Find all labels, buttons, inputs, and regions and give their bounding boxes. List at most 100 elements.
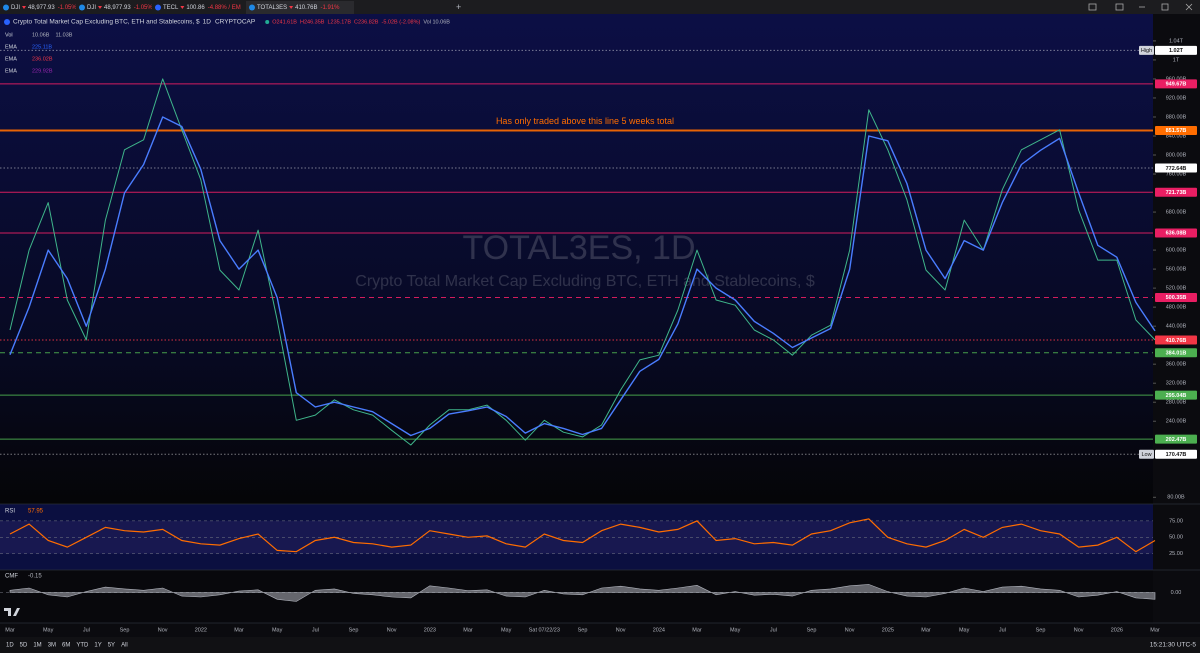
x-tick-label: Nov: [845, 627, 855, 633]
x-tick-label: May: [272, 627, 283, 633]
range-button[interactable]: 1D: [6, 643, 14, 649]
cmf-tick-label: 0.00: [1171, 590, 1182, 596]
y-tick-label: 800.00B: [1166, 152, 1187, 158]
y-tick-label: 560.00B: [1166, 267, 1187, 273]
tag-box: [1139, 45, 1154, 55]
symbol-icon: [4, 19, 10, 25]
y-tick-label: 920.00B: [1166, 95, 1187, 101]
range-button[interactable]: 5D: [20, 643, 28, 649]
price-tag-label: 410.76B: [1166, 338, 1187, 344]
tab-symbol: DJI: [11, 5, 20, 11]
down-arrow: [22, 6, 26, 9]
rsi-line: [9, 518, 1156, 553]
tab-change: -1.05% / 41: [134, 5, 165, 11]
y-tick-label: 80.00B: [1167, 495, 1185, 501]
price-tag-label: 384.01B: [1166, 351, 1187, 357]
y-tick-label: 1T: [1173, 57, 1180, 63]
y-tick-label: 840.00B: [1166, 133, 1187, 139]
x-tick-label: Sep: [349, 627, 359, 633]
x-tick-label: Jul: [999, 627, 1006, 633]
price-tag-label: 772.64B: [1166, 166, 1187, 172]
tab-symbol: DJI: [87, 5, 96, 11]
y-tick-label: 480.00B: [1166, 305, 1187, 311]
x-tick-label: May: [43, 627, 54, 633]
x-tick-label: Sep: [807, 627, 817, 633]
tab-change: -1.91%: [320, 5, 340, 11]
price-tag-label: 721.73B: [1166, 190, 1187, 196]
price-tag: [1155, 449, 1197, 459]
price-tag: [1155, 292, 1197, 302]
range-button[interactable]: 1M: [33, 643, 41, 649]
tab[interactable]: [152, 1, 244, 14]
x-tick-label: Mar: [234, 627, 244, 633]
range-button[interactable]: All: [121, 643, 128, 649]
x-tick-label: Nov: [387, 627, 397, 633]
y-tick-label: 320.00B: [1166, 381, 1187, 387]
watermark-title: TOTAL3ES, 1D: [462, 229, 695, 267]
rsi-tick-label: 50.00: [1169, 535, 1183, 541]
range-buttons: 1D 5D 1M 3M 6M YTD 1Y 5Y All: [6, 643, 128, 649]
window-controls: [1088, 3, 1193, 11]
cmf-name: CMF: [5, 574, 18, 580]
tab-price: 410.76B: [295, 5, 317, 11]
range-button[interactable]: 5Y: [108, 643, 115, 649]
tab-change: -4.88% / EM: [208, 5, 241, 11]
x-tick-label: Jul: [83, 627, 90, 633]
y-tick-label: 880.00B: [1166, 114, 1187, 120]
indicator-name: EMA: [5, 56, 17, 62]
indicator-name: Vol: [5, 32, 13, 38]
indicator-value: 225.11B: [32, 44, 52, 50]
price-tag-label: 500.35B: [1166, 295, 1187, 301]
bottom-toolbar: [0, 637, 1200, 653]
plot: 1.04T1T960.00B920.00B880.00B840.00B800.0…: [0, 38, 1197, 633]
ohlc-value: O241.61B: [272, 19, 297, 25]
maximize[interactable]: [1161, 3, 1169, 11]
y-tick-label: 1.04T: [1169, 38, 1184, 44]
x-tick-label: Jul: [770, 627, 777, 633]
y-tick-label: 520.00B: [1166, 286, 1187, 292]
range-button[interactable]: 6M: [62, 643, 70, 649]
x-tick-label: Nov: [158, 627, 168, 633]
indicator-value: 10.06B: [32, 32, 50, 38]
x-tick-label: Sat 07/22/23: [529, 627, 560, 633]
tab[interactable]: [246, 1, 354, 14]
price-tag: [1155, 390, 1197, 400]
range-button[interactable]: 1Y: [94, 643, 101, 649]
y-tick-label: 280.00B: [1166, 400, 1187, 406]
price-pane: [0, 14, 1153, 504]
header-interval: 1D: [203, 19, 212, 26]
price-tag-label: 949.67B: [1166, 82, 1187, 88]
close[interactable]: [1185, 3, 1193, 11]
tab-icon: [249, 4, 255, 11]
new-tab[interactable]: +: [456, 2, 461, 12]
tab[interactable]: [76, 1, 150, 14]
range-button[interactable]: YTD: [76, 643, 89, 649]
layout-button[interactable]: [1088, 3, 1097, 11]
x-tick-label: 2023: [424, 627, 436, 633]
rsi-tick-label: 25.00: [1169, 551, 1183, 557]
chart-title: Crypto Total Market Cap Excluding BTC, E…: [13, 19, 200, 26]
x-tick-label: May: [959, 627, 970, 633]
tab-price: 100.86: [186, 5, 205, 11]
x-tick-label: 2026: [1111, 627, 1123, 633]
y-tick-label: 240.00B: [1166, 419, 1187, 425]
y-tick-label: 680.00B: [1166, 210, 1187, 216]
tab[interactable]: [0, 1, 74, 14]
ohlc-value: L235.17B: [327, 19, 351, 25]
price-tag: [1155, 187, 1197, 197]
layout-button[interactable]: [1115, 3, 1124, 11]
tab-change: -1.05% / 48: [58, 5, 89, 11]
price-tag-label: 1.02T: [1169, 48, 1184, 54]
price-tag-label: 851.57B: [1166, 128, 1187, 134]
range-button[interactable]: 3M: [48, 643, 56, 649]
tab-symbol: TECL: [163, 5, 179, 11]
tab-price: 48,977.93: [28, 5, 55, 11]
down-arrow: [289, 6, 294, 9]
price-tag: [1155, 163, 1197, 173]
header-info: 1D CRYPTOCAP O241.61B H246.35B L235.17B C236.…: [203, 19, 451, 26]
x-tick-label: Mar: [1150, 627, 1160, 633]
indicator-name: EMA: [5, 44, 17, 50]
y-tick-label: 440.00B: [1166, 324, 1187, 330]
